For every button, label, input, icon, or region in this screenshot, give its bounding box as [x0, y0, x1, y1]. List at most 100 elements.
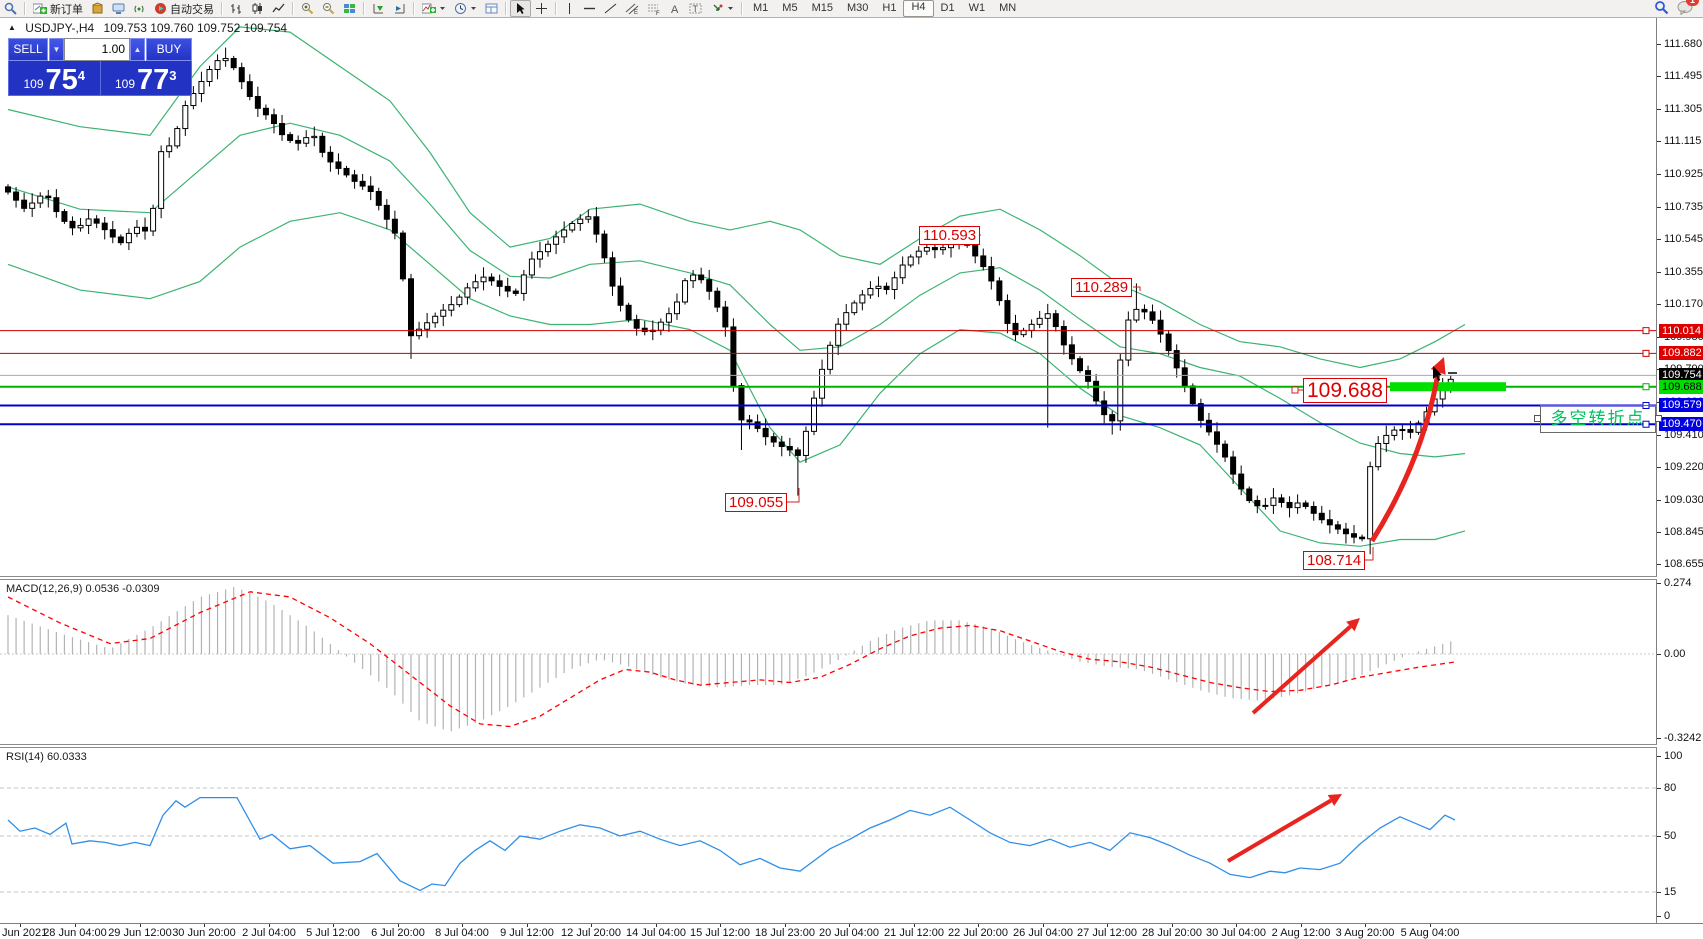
crosshair-tool-button[interactable] [531, 1, 552, 16]
price-axis[interactable]: 111.680 111.495 111.305 111.115 110.925 110.7… [1657, 17, 1703, 923]
candlestick-icon [252, 3, 262, 14]
new-order-button[interactable]: 新订单 [29, 1, 87, 16]
price-tick-dash [1657, 44, 1661, 46]
search-button[interactable] [1654, 0, 1669, 18]
trendline-icon [604, 3, 617, 14]
time-label: 26 Jul 04:00 [1013, 927, 1073, 939]
market-depth-button[interactable] [87, 1, 108, 16]
candle-bear [1342, 528, 1349, 535]
trend-arrow-price[interactable] [1369, 371, 1441, 543]
timeframe-m15-button[interactable]: M15 [811, 2, 833, 14]
candle-bear [625, 304, 632, 321]
hline-handle[interactable] [1642, 327, 1650, 335]
price-callout-109.055[interactable]: 109.055 [725, 493, 788, 512]
timeframe-d1-button[interactable]: D1 [940, 2, 955, 14]
trend-arrow-macd[interactable] [1251, 625, 1352, 715]
timeframe-m1-button[interactable]: M1 [753, 2, 769, 14]
chart-shift-icon[interactable] [0, 1, 21, 16]
price-callout-110.593[interactable]: 110.593 [919, 226, 981, 245]
buy-button[interactable]: BUY [146, 38, 192, 61]
terminal-button[interactable] [108, 1, 129, 16]
rsi-axis-label: 0 [1664, 910, 1671, 922]
price-callout-110.289[interactable]: 110.289 [1071, 278, 1133, 297]
buy-price[interactable]: 109 77 3 [101, 61, 192, 95]
candle-bull [1270, 497, 1277, 506]
candle-bear [1286, 501, 1293, 509]
timeframe-h4-button[interactable]: H4 [903, 0, 934, 17]
timeframe-w1-button[interactable]: W1 [968, 2, 986, 14]
macd-pane-splitter[interactable] [0, 576, 1703, 580]
hline-handle[interactable] [1642, 383, 1650, 391]
timeframe-mn-button[interactable]: MN [999, 2, 1017, 14]
channel-tool[interactable]: E [621, 1, 643, 16]
price-tick-label: 111.495 [1664, 69, 1703, 82]
hline-handle[interactable] [1642, 420, 1650, 428]
candle-bull [1117, 359, 1124, 422]
timeframe-m5-button[interactable]: M5 [782, 2, 798, 14]
price-callout-108.714[interactable]: 108.714 [1303, 551, 1366, 570]
auto-trading-button[interactable]: 自动交易 [150, 1, 218, 16]
cursor-tool-button[interactable] [510, 0, 531, 17]
candlestick-chart-button[interactable] [247, 1, 268, 16]
annotation-handle[interactable] [1655, 415, 1662, 422]
indicators-button[interactable] [418, 1, 450, 16]
trendline-tool[interactable] [600, 1, 621, 16]
one-click-collapse-arrow[interactable]: ▲ [8, 23, 16, 32]
candle-bull [182, 105, 189, 130]
zoom-out-button[interactable] [318, 1, 339, 16]
candle-bear [1149, 311, 1156, 321]
auto-scroll-button[interactable] [368, 1, 389, 16]
macd-tick-dash [1657, 654, 1661, 655]
candle-bear [714, 290, 721, 308]
horizontal-line-tool[interactable] [579, 1, 600, 16]
candle-bear [262, 107, 269, 116]
chart-shift-end-button[interactable] [389, 1, 410, 16]
candle-bear [53, 197, 60, 213]
chat-button[interactable]: 1 [1677, 0, 1699, 18]
templates-button[interactable] [481, 1, 502, 16]
periods-button[interactable] [450, 1, 481, 16]
hline-handle[interactable] [1642, 349, 1650, 357]
time-label: 21 Jul 12:00 [884, 927, 944, 939]
vertical-line-tool[interactable] [560, 1, 579, 16]
signals-button[interactable] [129, 1, 150, 16]
rsi-pane-splitter[interactable] [0, 744, 1703, 748]
bar-chart-button[interactable] [226, 1, 247, 16]
arrows-tool[interactable] [707, 1, 738, 16]
sell-price[interactable]: 109 75 4 [9, 61, 101, 95]
candle-bear [1060, 326, 1067, 346]
callout-connector [787, 488, 800, 503]
channel-icon: E [625, 3, 639, 15]
zoom-in-button[interactable] [297, 1, 318, 16]
volume-input[interactable]: 1.00 [64, 38, 130, 61]
plot-right-border [1656, 17, 1657, 923]
note-annotation[interactable]: 多空转折点 [1540, 405, 1656, 433]
line-chart-button[interactable] [268, 1, 289, 16]
trend-arrow-rsi[interactable] [1226, 798, 1332, 863]
price-callout-109.688[interactable]: 109.688 [1303, 378, 1387, 403]
tile-windows-button[interactable] [339, 1, 360, 16]
time-tick [1365, 924, 1366, 927]
time-label: 8 Jul 04:00 [435, 927, 489, 939]
candle-bull [1044, 313, 1051, 319]
timeframe-m30-button[interactable]: M30 [846, 2, 869, 14]
candle-bear [375, 191, 382, 206]
sell-button[interactable]: SELL [8, 38, 48, 61]
ohlc-bars-icon [231, 4, 241, 14]
green-zone-bar[interactable] [1390, 382, 1506, 392]
volume-increase-button[interactable]: ▲ [130, 38, 145, 61]
price-tick-dash [1657, 108, 1661, 110]
candle-bull [432, 315, 439, 324]
svg-text:T: T [693, 4, 699, 14]
time-tick [591, 924, 592, 927]
annotation-handle[interactable] [1534, 415, 1541, 422]
volume-decrease-button[interactable]: ▼ [49, 38, 64, 61]
text-tool[interactable]: A [665, 1, 685, 16]
timeframe-h1-button[interactable]: H1 [882, 2, 897, 14]
callout-handle[interactable] [1291, 386, 1299, 394]
candle-bear [1214, 431, 1220, 445]
text-label-tool[interactable]: T [685, 1, 707, 16]
fibonacci-tool[interactable]: F [643, 1, 665, 16]
